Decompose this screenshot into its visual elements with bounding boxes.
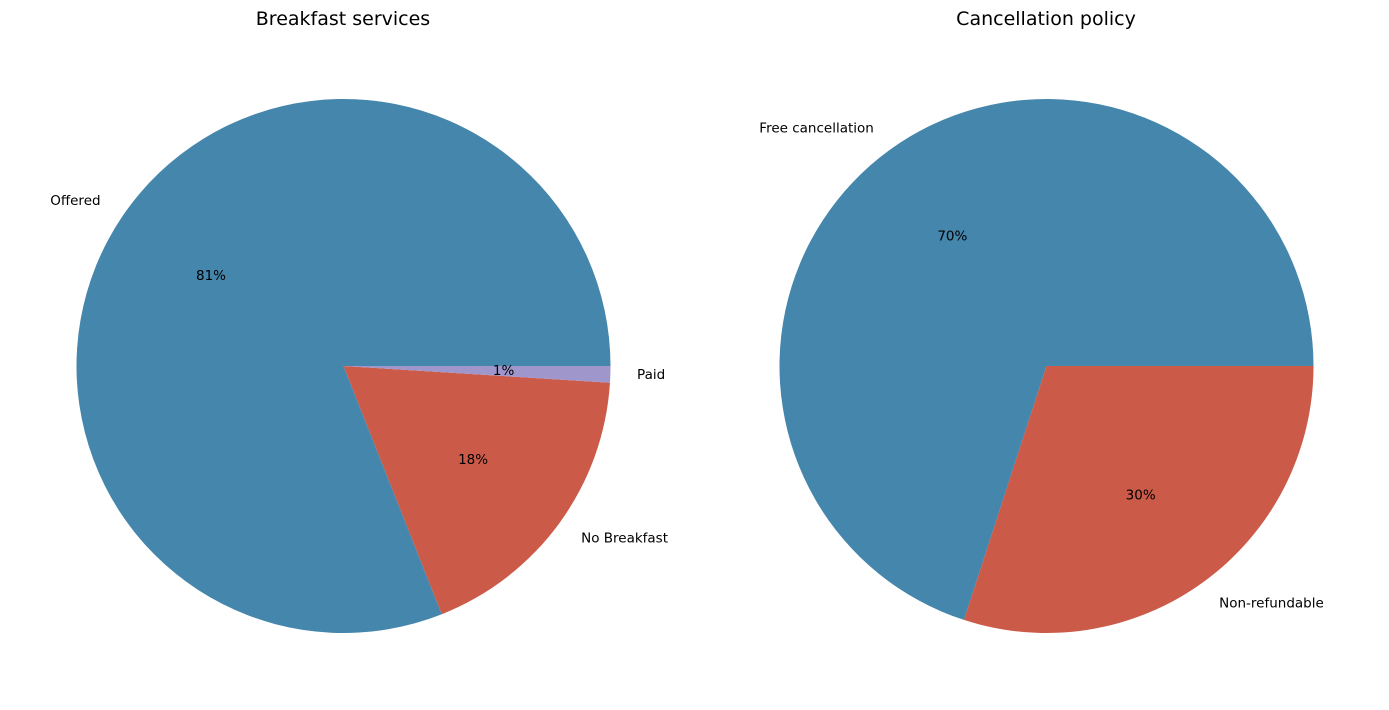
pie-slice-paid <box>343 366 611 383</box>
slice-label-paid: Paid <box>637 367 665 383</box>
slice-percent-offered: 81% <box>196 268 226 284</box>
breakfast-slices <box>76 98 611 633</box>
chart-title-cancellation: Cancellation policy <box>956 8 1136 30</box>
slice-label-free-cancellation: Free cancellation <box>759 120 874 136</box>
chart-title-breakfast: Breakfast services <box>256 8 430 30</box>
slice-label-no-breakfast: No Breakfast <box>581 531 668 547</box>
slice-percent-no-breakfast: 18% <box>458 452 488 468</box>
slice-percent-free-cancellation: 70% <box>937 228 967 244</box>
pie-slice-no-breakfast <box>343 366 610 615</box>
slice-label-offered: Offered <box>50 193 100 209</box>
slice-percent-paid: 1% <box>493 363 515 379</box>
breakfast-services-chart: Breakfast services Offered 81% No Breakfas… <box>50 8 668 633</box>
cancellation-labels: Free cancellation 70% Non-refundable 30% <box>759 120 1324 611</box>
pie-slice-non-refundable <box>963 366 1314 633</box>
cancellation-policy-chart: Cancellation policy Free cancellation 70%… <box>759 8 1324 633</box>
cancellation-slices <box>779 98 1314 633</box>
pie-slice-free-cancellation <box>779 98 1314 620</box>
slice-label-non-refundable: Non-refundable <box>1219 596 1324 612</box>
slice-percent-non-refundable: 30% <box>1126 488 1156 504</box>
breakfast-labels: Offered 81% No Breakfast 18% Paid 1% <box>50 193 668 547</box>
